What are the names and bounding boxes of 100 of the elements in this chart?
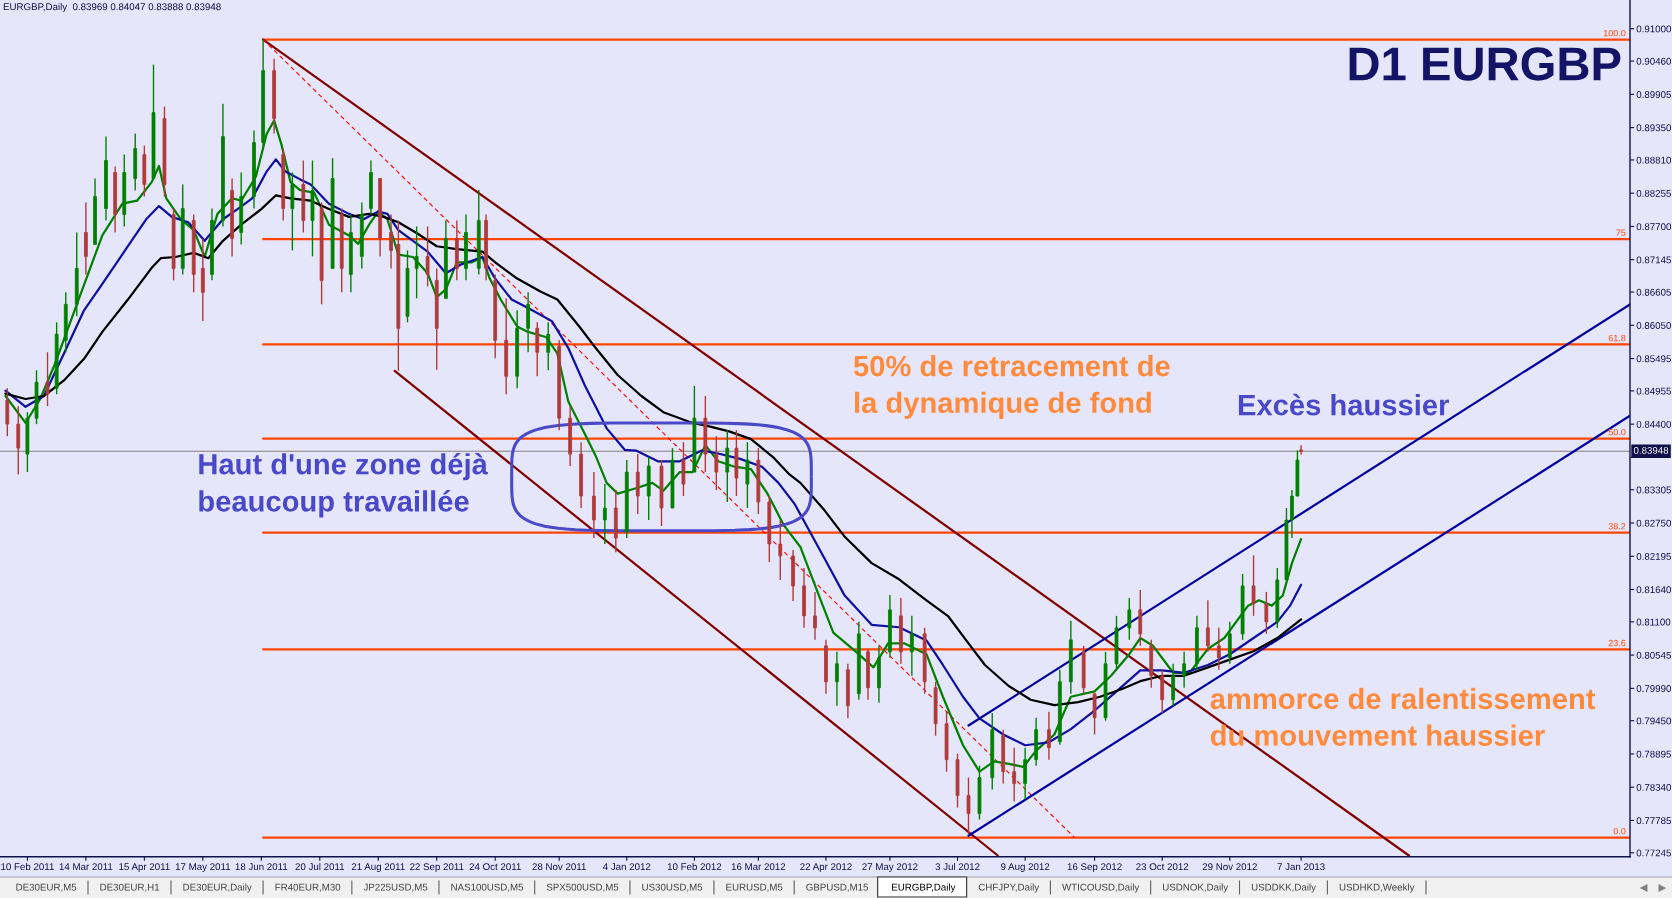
x-tick-label: 21 Aug 2011 [351, 863, 405, 873]
y-tick-label: 0.79990 [1636, 685, 1672, 692]
x-tick-label: 16 Sep 2012 [1067, 863, 1122, 873]
series-label: 100.0 [1603, 29, 1626, 37]
text: D1 EURGBP [1349, 47, 1621, 81]
candlestick [200, 237, 205, 322]
x-tick-label: 7 Jan 2013 [1277, 863, 1325, 871]
candlestick [714, 435, 719, 491]
y-tick-label: 0.91000 [1636, 25, 1672, 33]
candlestick [1182, 651, 1187, 689]
y-tick-label: 0.77245 [1636, 849, 1671, 857]
candlestick [835, 651, 839, 707]
y-tick-label: 0.79450 [1636, 717, 1672, 725]
y-tick-label: 0.77785 [1636, 817, 1671, 825]
candlestick [414, 225, 419, 300]
y-tick-label: 0.89350 [1636, 124, 1672, 132]
x-tick-label: 27 May 2012 [862, 863, 918, 873]
candlestick [16, 405, 21, 476]
y-tick-label: 0.86050 [1636, 322, 1672, 329]
x-tick-label: 3 Jul 2012 [935, 862, 980, 871]
text: JP225USD,M5 [363, 883, 428, 892]
text: US30USD,M5 [642, 883, 703, 892]
text: WTICOUSD,Daily [1062, 883, 1140, 893]
y-tick-label: 0.78340 [1636, 783, 1672, 791]
candlestick [602, 483, 607, 545]
candlestick [909, 615, 914, 677]
x-tick-label: 28 Nov 2011 [532, 863, 586, 871]
y-tick-label: 0.81100 [1636, 618, 1671, 626]
x-tick-label: 17 May 2011 [175, 863, 231, 873]
y-tick-label: 0.89905 [1636, 91, 1671, 98]
candlestick [1206, 599, 1210, 653]
candlestick [425, 225, 430, 288]
y-tick-label: 0.86605 [1636, 288, 1671, 296]
candlestick [1251, 554, 1256, 617]
y-tick-label: 0.82750 [1636, 519, 1672, 527]
y-tick-label: 0.83305 [1636, 486, 1671, 494]
series-label: 23.6 [1608, 639, 1626, 647]
y-tick-label: 0.78895 [1636, 750, 1671, 758]
series-label: 0.0 [1613, 827, 1626, 835]
text: NAS100USD,M5 [451, 883, 524, 892]
series-label: 38.2 [1608, 523, 1626, 530]
y-tick-label: 0.87700 [1636, 223, 1672, 231]
series-label: 50.0 [1608, 428, 1626, 436]
x-tick-label: 15 Apr 2011 [119, 863, 170, 873]
x-tick-label: 10 Feb 2012 [667, 862, 722, 871]
x-tick-label: 16 Mar 2012 [731, 863, 786, 871]
annotation: Excès haussier [1238, 393, 1449, 416]
candlestick [1227, 621, 1232, 665]
candlestick [290, 171, 295, 252]
x-tick-label: 20 Jul 2011 [295, 862, 345, 871]
y-tick-label: 0.80545 [1636, 651, 1671, 659]
x-tick-label: 22 Apr 2012 [800, 863, 852, 873]
x-tick-label: 9 Aug 2012 [1001, 863, 1050, 873]
y-tick-label: 0.87145 [1636, 256, 1671, 264]
text: USDHKD,Weekly [1339, 883, 1415, 893]
x-tick-label: 23 Oct 2012 [1136, 863, 1189, 871]
x-tick-label: 18 Jun 2011 [235, 863, 288, 871]
candlestick [1047, 711, 1051, 761]
x-tick-label: 14 Mar 2011 [59, 863, 113, 871]
x-tick-label: 24 Oct 2011 [469, 863, 521, 871]
candlestick [1299, 444, 1303, 456]
x-tick-label: 22 Sep 2011 [410, 863, 464, 873]
y-tick-label: 0.84955 [1636, 387, 1671, 395]
candlestick [5, 387, 10, 437]
candlestick [813, 591, 817, 641]
candlestick [1138, 589, 1143, 647]
candlestick [546, 321, 551, 371]
text: USDDKK,Daily [1251, 883, 1316, 893]
candlestick [681, 441, 686, 497]
x-tick-label: 29 Nov 2012 [1202, 863, 1257, 871]
candlestick [745, 441, 750, 509]
candlestick [535, 321, 540, 377]
candlestick [1127, 597, 1132, 641]
text: CHFJPY,Daily [978, 883, 1040, 893]
candlestick [1216, 627, 1221, 671]
candlestick [1160, 669, 1165, 714]
candlestick [1264, 591, 1269, 635]
candlestick [592, 471, 596, 539]
annotation: EURGBP,Daily 0.83969 0.84047 0.83888 0.83948 [3, 3, 221, 13]
text: USDNOK,Daily [1163, 883, 1229, 893]
y-tick-label: 0.88255 [1636, 189, 1671, 197]
y-tick-label: 0.84400 [1636, 420, 1672, 428]
candlestick [1171, 663, 1176, 707]
y-tick-label: 0.90460 [1636, 57, 1672, 65]
y-tick-label: 0.88810 [1636, 156, 1672, 164]
text: SPX500USD,M5 [546, 883, 619, 892]
candlestick [389, 213, 393, 270]
ref-line-label: 0.83948 [1633, 446, 1669, 454]
candlestick [966, 776, 971, 836]
candlestick [1012, 746, 1017, 803]
candlestick [84, 201, 88, 276]
text: DE30EUR,H1 [100, 883, 160, 892]
text: EURGBP,Daily [892, 883, 956, 893]
series-label: 61.8 [1608, 334, 1626, 342]
candlestick [526, 291, 530, 353]
y-tick-label: 0.82195 [1636, 552, 1671, 560]
annotation: Haut d'une zone déjà beaucoup travaillée [199, 452, 488, 518]
annotation: ammorce de ralentissement du mouvement haussier [1210, 687, 1596, 746]
candlestick [45, 351, 50, 407]
annotation: 50% de retracement de la dynamique de fond [853, 355, 1170, 419]
